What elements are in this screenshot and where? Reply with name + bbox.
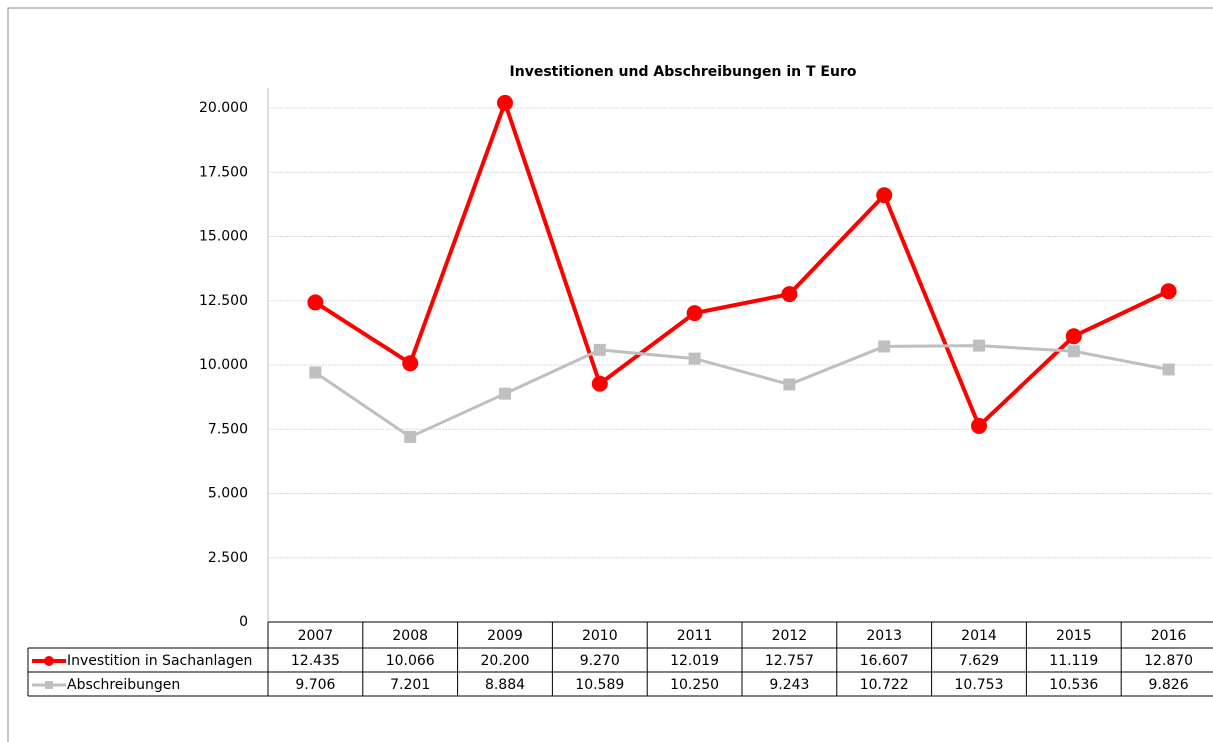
legend-marker [45, 681, 53, 689]
point [973, 339, 985, 352]
table-value: 10.066 [386, 653, 435, 669]
point [1065, 328, 1082, 345]
table-value: 16.607 [860, 653, 909, 669]
legend-marker [44, 656, 54, 666]
series-line [314, 344, 1169, 439]
chart-title: Investitionen und Abschreibungen in T Eu… [510, 64, 857, 80]
series-line [314, 100, 1170, 428]
y-tick-label: 5.000 [208, 486, 248, 502]
point [686, 305, 703, 322]
chart-frame [7, 7, 1213, 742]
point [1160, 283, 1177, 300]
legend-label: Abschreibungen [67, 677, 180, 693]
point [499, 387, 511, 400]
y-tick-label: 15.000 [199, 229, 248, 245]
point [783, 378, 796, 391]
table-value: 10.250 [670, 677, 719, 693]
table-value: 8.884 [485, 677, 525, 693]
x-tick-label: 2008 [392, 628, 428, 644]
table-value: 10.589 [575, 677, 624, 693]
table-value: 7.629 [959, 653, 999, 669]
table-value: 9.243 [769, 677, 809, 693]
point [402, 355, 419, 372]
table-value: 12.870 [1144, 653, 1193, 669]
y-tick-label: 20.000 [199, 100, 248, 116]
x-tick-label: 2016 [1151, 628, 1187, 644]
y-tick-label: 0 [239, 614, 248, 630]
point [876, 187, 893, 204]
point [1067, 345, 1080, 358]
point [404, 430, 417, 443]
point [971, 417, 987, 434]
x-tick-label: 2014 [961, 628, 997, 644]
point [591, 375, 608, 392]
table-value: 20.200 [481, 653, 530, 669]
legend-label: Investition in Sachanlagen [67, 653, 252, 669]
table-value: 9.826 [1149, 677, 1189, 693]
y-tick-label: 17.500 [199, 164, 248, 180]
y-tick-label: 7.500 [208, 421, 248, 437]
table-value: 9.706 [295, 677, 335, 693]
table-value: 10.722 [860, 677, 909, 693]
x-tick-label: 2007 [298, 628, 334, 644]
y-tick-label: 10.000 [199, 357, 248, 373]
table-value: 11.119 [1049, 653, 1098, 669]
table-value: 12.019 [670, 653, 719, 669]
table-value: 10.536 [1049, 677, 1098, 693]
point [497, 94, 513, 111]
point [688, 352, 701, 365]
point [781, 286, 798, 303]
x-tick-label: 2011 [677, 628, 713, 644]
x-tick-label: 2010 [582, 628, 618, 644]
point [307, 294, 324, 311]
table-value: 7.201 [390, 677, 430, 693]
point [593, 343, 606, 356]
table-value: 12.757 [765, 653, 814, 669]
point [878, 340, 891, 353]
table-value: 10.753 [955, 677, 1004, 693]
x-tick-label: 2012 [772, 628, 808, 644]
point [309, 366, 322, 379]
y-tick-label: 2.500 [208, 550, 248, 566]
point [1162, 363, 1175, 376]
x-tick-label: 2009 [487, 628, 523, 644]
y-tick-label: 12.500 [199, 293, 248, 309]
x-tick-label: 2015 [1056, 628, 1092, 644]
x-tick-label: 2013 [866, 628, 902, 644]
table-value: 9.270 [580, 653, 620, 669]
table-value: 12.435 [291, 653, 340, 669]
